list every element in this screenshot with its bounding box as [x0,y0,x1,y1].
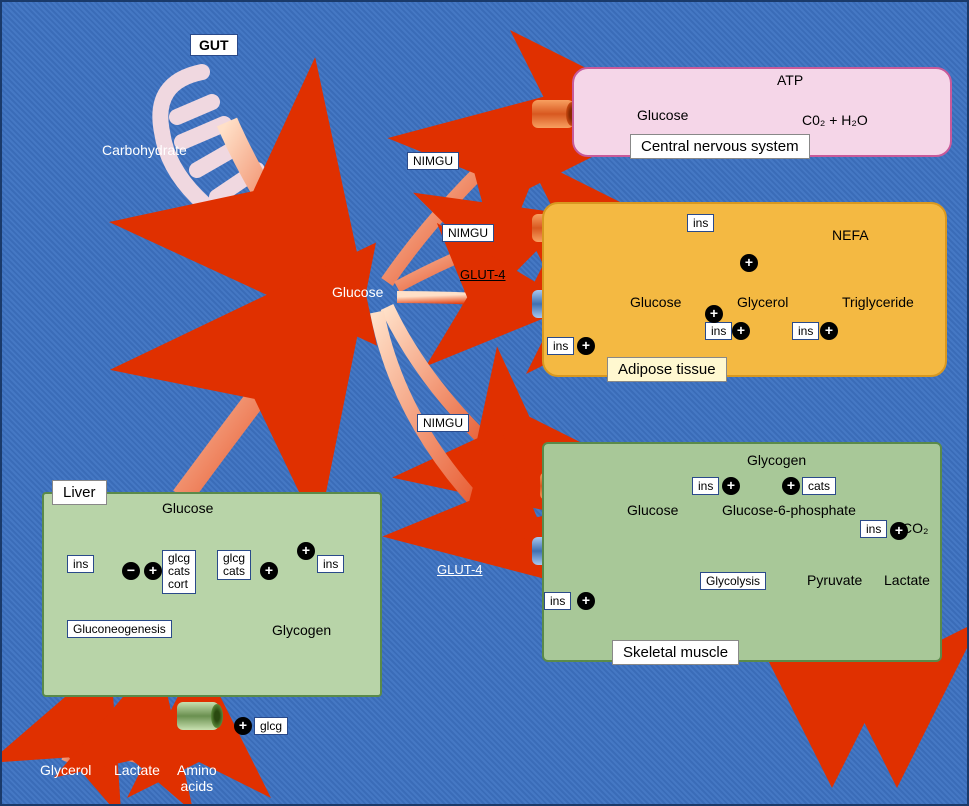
muscle-glycolysis: Glycolysis [700,572,766,590]
input-amino: Amino acids [177,762,217,794]
diagram-canvas: GUT Carbohydrate Glucose NIMGU NIMGU NIM… [0,0,969,806]
muscle-cats: cats [802,477,836,495]
input-lactate: Lactate [114,762,160,778]
plus-liver1: + [144,562,162,580]
adipose-triglyceride: Triglyceride [842,294,914,310]
muscle-g6p: Glucose-6-phosphate [722,502,856,518]
liver-glycogen: Glycogen [272,622,331,638]
adipose-glycerol: Glycerol [737,294,788,310]
adipose-ins2: ins [705,322,732,340]
region-adipose [542,202,947,377]
plus-glut4-muscle: + [577,592,595,610]
plus-glycerol2: + [732,322,750,340]
liver-ins1: ins [67,555,94,573]
plus-amino: + [234,717,252,735]
adipose-ins3: ins [792,322,819,340]
input-glycerol: Glycerol [40,762,91,778]
carbohydrate-label: Carbohydrate [102,142,187,158]
plus-glycerol1: + [705,305,723,323]
plus-liver2: + [260,562,278,580]
adipose-ins-glut4: ins [547,337,574,355]
adipose-title: Adipose tissue [607,357,727,382]
muscle-ins1: ins [692,477,719,495]
cns-atp: ATP [777,72,803,88]
liver-title: Liver [52,480,107,505]
muscle-title: Skeletal muscle [612,640,739,665]
nimgu-adipose: NIMGU [442,224,494,242]
adipose-glucose: Glucose [630,294,681,310]
cns-glucose: Glucose [637,107,688,123]
gut-label: GUT [190,34,238,56]
central-glucose: Glucose [332,284,383,300]
muscle-ins-glut4: ins [544,592,571,610]
nimgu-cns: NIMGU [407,152,459,170]
plus-glut4-adipose: + [577,337,595,355]
liver-hormones2: glcg cats [217,550,251,580]
region-liver [42,492,382,697]
plus-nefa: + [740,254,758,272]
liver-gluconeogenesis: Gluconeogenesis [67,620,172,638]
liver-glucose: Glucose [162,500,213,516]
glcg-amino: glcg [254,717,288,735]
transporter-cns [532,100,574,128]
plus-m1: + [722,477,740,495]
region-muscle [542,442,942,662]
liver-hormones1: glcg cats cort [162,550,196,594]
minus-liver1: − [122,562,140,580]
transporter-amino [177,702,219,730]
muscle-lactate: Lactate [884,572,930,588]
plus-tg: + [820,322,838,340]
adipose-nefa: NEFA [832,227,869,243]
muscle-glycogen: Glycogen [747,452,806,468]
muscle-glucose: Glucose [627,502,678,518]
liver-ins2: ins [317,555,344,573]
muscle-ins2: ins [860,520,887,538]
glut4-adipose: GLUT-4 [460,267,506,282]
adipose-ins1: ins [687,214,714,232]
nimgu-muscle: NIMGU [417,414,469,432]
plus-liver3: + [297,542,315,560]
cns-title: Central nervous system [630,134,810,159]
glut4-muscle: GLUT-4 [437,562,483,577]
muscle-pyruvate: Pyruvate [807,572,862,588]
cns-co2h2o: C0₂ + H₂O [802,112,868,128]
plus-m2: + [782,477,800,495]
plus-m3: + [890,522,908,540]
